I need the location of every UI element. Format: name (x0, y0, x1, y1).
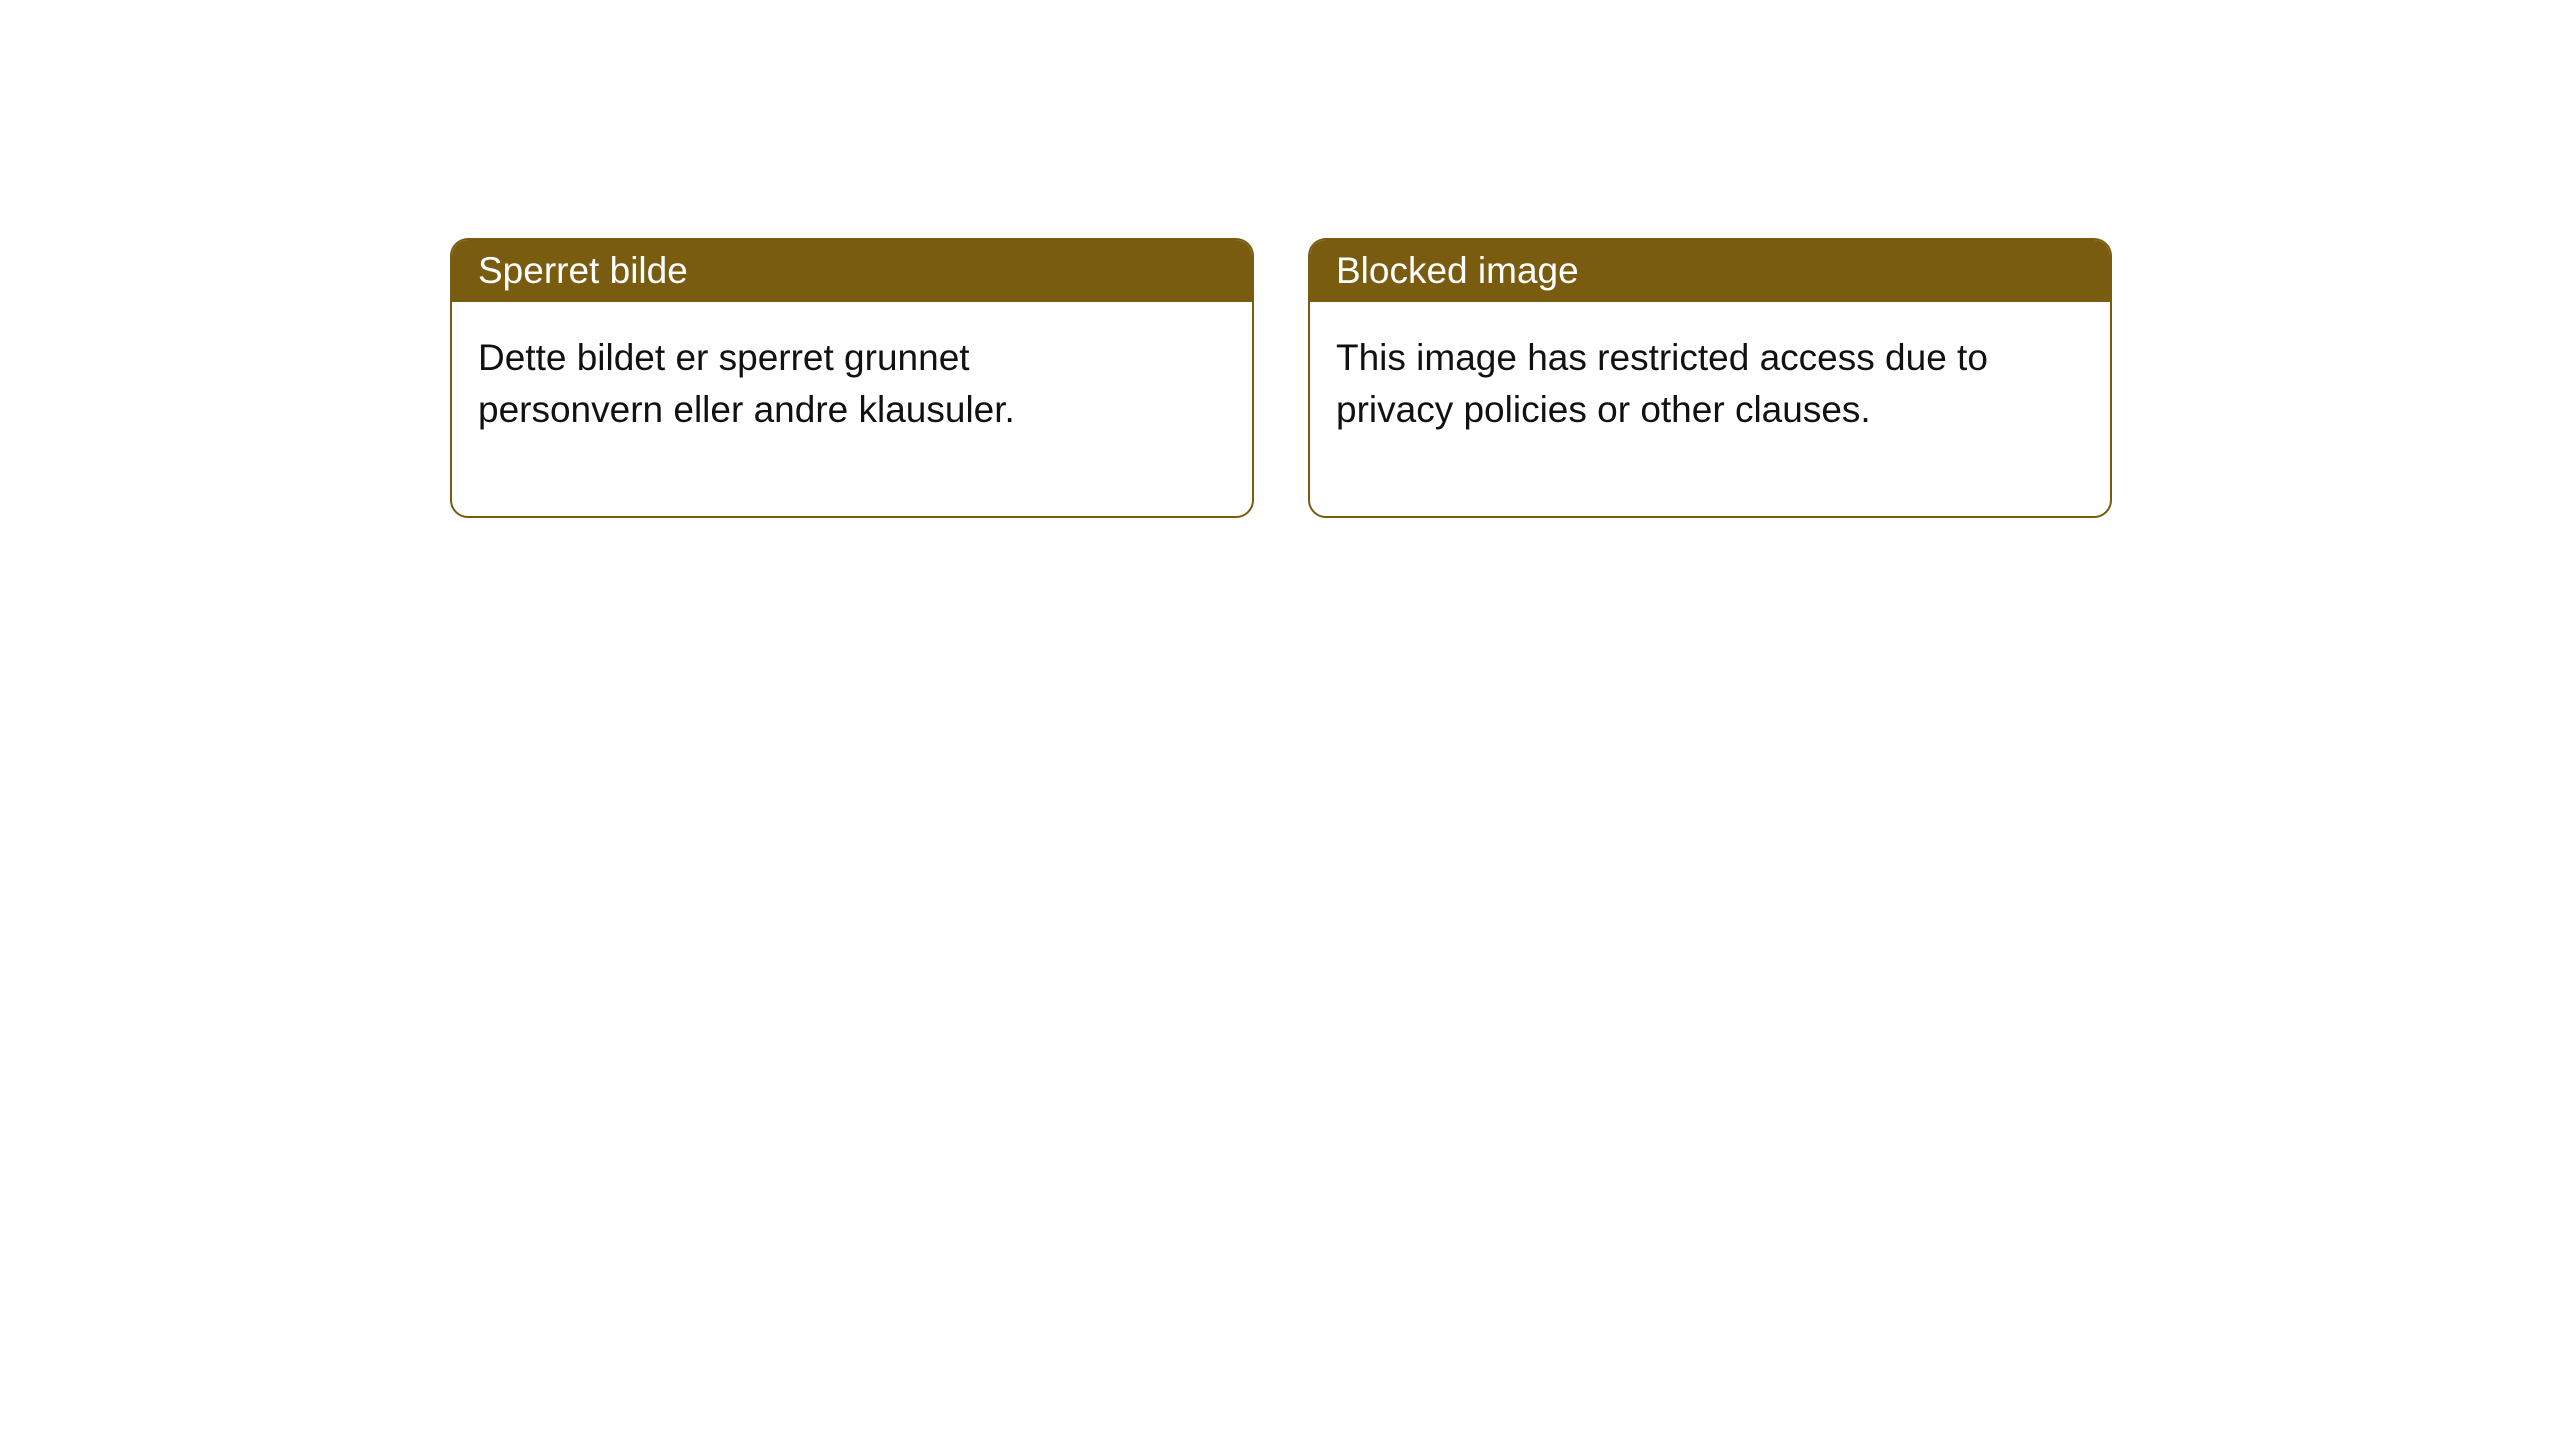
notice-card-no: Sperret bilde Dette bildet er sperret gr… (450, 238, 1254, 518)
notice-container: Sperret bilde Dette bildet er sperret gr… (0, 0, 2560, 518)
notice-title-no: Sperret bilde (452, 240, 1252, 302)
notice-card-en: Blocked image This image has restricted … (1308, 238, 2112, 518)
notice-body-en: This image has restricted access due to … (1310, 302, 2030, 516)
notice-title-en: Blocked image (1310, 240, 2110, 302)
notice-body-no: Dette bildet er sperret grunnet personve… (452, 302, 1172, 516)
